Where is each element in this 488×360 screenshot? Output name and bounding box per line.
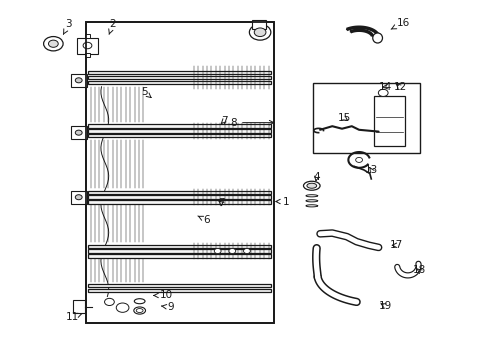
Bar (88, 71, 271, 74)
Bar (86, 22, 273, 323)
Text: 19: 19 (379, 301, 392, 311)
Circle shape (243, 248, 250, 253)
Text: 13: 13 (364, 165, 377, 175)
Bar (73, 300, 85, 314)
Circle shape (43, 37, 63, 51)
Circle shape (249, 24, 270, 40)
Bar (88, 201, 271, 204)
Circle shape (378, 89, 387, 96)
Text: 12: 12 (393, 82, 407, 93)
Text: 11: 11 (66, 312, 82, 322)
Bar (88, 129, 271, 133)
Ellipse shape (372, 33, 382, 43)
Text: 14: 14 (379, 82, 392, 92)
Circle shape (83, 42, 92, 49)
Ellipse shape (134, 307, 145, 314)
Circle shape (254, 28, 265, 37)
Text: 3: 3 (63, 19, 72, 34)
Polygon shape (346, 27, 378, 36)
Bar (88, 191, 271, 194)
Ellipse shape (136, 309, 143, 312)
Text: 16: 16 (390, 18, 409, 29)
Bar (88, 195, 271, 199)
Text: 5: 5 (141, 87, 151, 98)
Text: 18: 18 (411, 265, 425, 275)
Circle shape (104, 298, 114, 306)
Text: 7: 7 (220, 116, 227, 126)
Bar (373, 96, 405, 146)
Bar (88, 81, 271, 84)
Bar (88, 76, 271, 79)
Bar (84, 34, 90, 38)
Circle shape (228, 248, 235, 253)
Text: 1: 1 (275, 197, 289, 207)
Text: 15: 15 (337, 113, 350, 123)
Text: 2: 2 (108, 19, 116, 35)
Bar (71, 191, 87, 204)
Bar (88, 249, 271, 253)
Bar (86, 22, 273, 323)
Circle shape (75, 78, 82, 83)
Bar (84, 53, 90, 57)
Bar (77, 38, 98, 54)
Bar (88, 134, 271, 137)
Bar (88, 254, 271, 258)
Circle shape (214, 248, 221, 253)
Circle shape (355, 157, 362, 162)
Bar (251, 21, 266, 30)
Bar (88, 289, 271, 292)
Circle shape (116, 303, 129, 312)
Ellipse shape (303, 181, 320, 190)
Text: 7: 7 (218, 198, 224, 208)
Bar (88, 125, 271, 128)
Ellipse shape (306, 183, 316, 188)
Text: 17: 17 (389, 240, 403, 250)
Bar (88, 284, 271, 287)
Bar (88, 244, 271, 248)
Bar (312, 83, 419, 153)
Circle shape (48, 40, 58, 47)
Circle shape (75, 195, 82, 200)
Text: 4: 4 (313, 172, 319, 182)
Bar (71, 74, 87, 87)
Text: 6: 6 (198, 215, 209, 225)
Text: 10: 10 (154, 291, 173, 301)
Bar (71, 126, 87, 139)
Text: 9: 9 (161, 302, 173, 312)
Ellipse shape (134, 299, 145, 304)
Circle shape (75, 130, 82, 135)
Text: 8: 8 (230, 118, 273, 128)
